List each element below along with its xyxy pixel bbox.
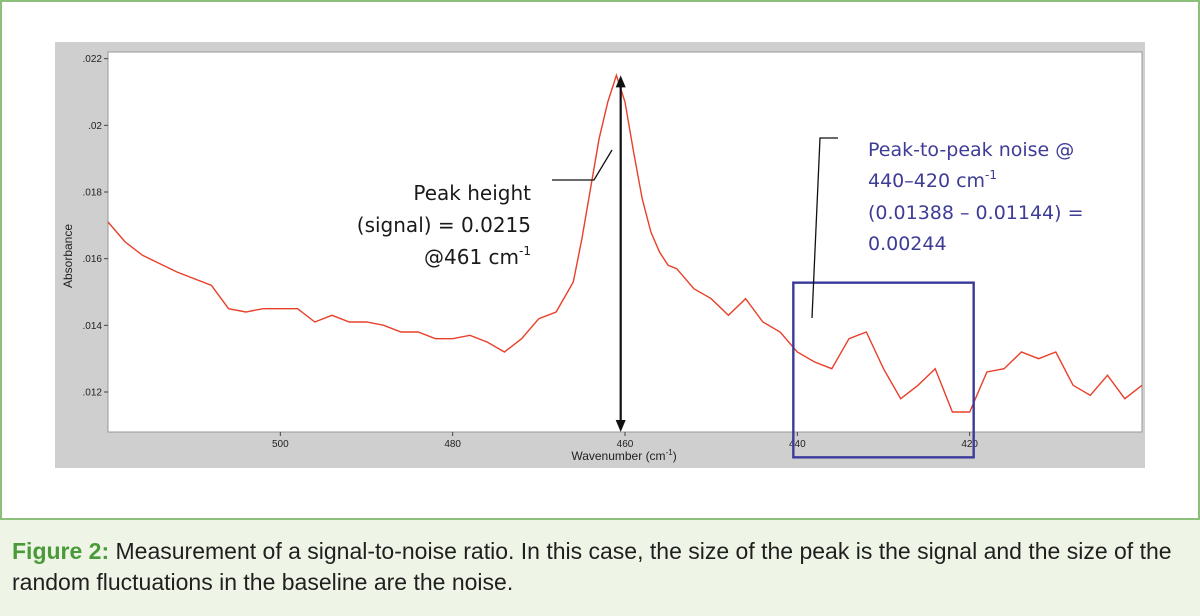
caption-area	[0, 520, 1200, 616]
noise-label-line3: (0.01388 – 0.01144) =	[868, 202, 1084, 224]
peak-leader-line	[552, 149, 613, 181]
figure-label: Figure 2:	[12, 538, 110, 564]
x-tick-label: 480	[444, 439, 461, 450]
plot-area	[107, 51, 1143, 433]
y-tick-label: .018	[83, 188, 103, 199]
noise-box	[792, 281, 975, 459]
peak-label-line1: Peak height	[413, 181, 531, 205]
x-tick-label: 440	[789, 439, 806, 450]
peak-label-line3: @461 cm-1	[424, 244, 531, 269]
noise-leader-line	[811, 137, 838, 319]
peak-arrow	[615, 75, 626, 432]
noise-label-line4: 0.00244	[868, 233, 947, 255]
y-axis: .022 .02 .018 .016 .014 .012	[83, 54, 108, 399]
series-line	[107, 73, 1143, 413]
x-tick-label: 500	[272, 439, 289, 450]
x-tick-label: 420	[961, 439, 978, 450]
y-tick-label: .016	[83, 254, 103, 265]
noise-label-line2: 440–420 cm-1	[868, 168, 997, 192]
peak-label-line2: (signal) = 0.0215	[357, 213, 531, 237]
y-tick-label: .02	[88, 121, 102, 132]
x-axis-title: Wavenumber (cm-1)	[571, 448, 676, 463]
absorbance-chart: .022.02.018.016.014.012 500 480 460 440 420 …	[55, 42, 1145, 468]
y-tick-label: .012	[83, 388, 103, 399]
x-axis: 500 480 460 440 420	[272, 432, 978, 450]
noise-label-line1: Peak-to-peak noise @	[868, 139, 1074, 161]
x-tick-label: 460	[617, 439, 634, 450]
figure-caption: Figure 2: Measurement of a signal-to-noi…	[12, 536, 1192, 598]
y-tick-label: .022	[83, 54, 103, 65]
caption-text: Measurement of a signal-to-noise ratio. …	[12, 538, 1172, 595]
y-tick-label: .014	[83, 321, 103, 332]
y-axis-title: Absorbance	[61, 224, 75, 288]
